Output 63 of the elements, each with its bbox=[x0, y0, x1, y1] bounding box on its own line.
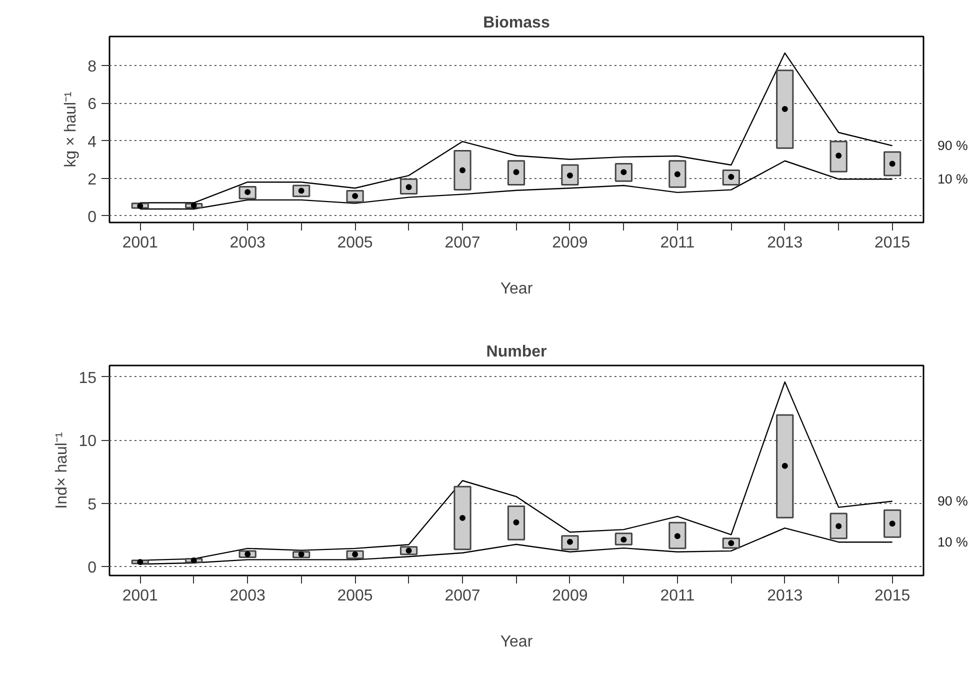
bar bbox=[454, 486, 472, 550]
point bbox=[889, 520, 896, 527]
y-tick-label: 0 bbox=[88, 208, 97, 226]
y-axis-title: Ind× haul⁻¹ bbox=[54, 432, 71, 509]
point bbox=[782, 106, 788, 112]
point bbox=[460, 514, 466, 521]
y-tick-label: 6 bbox=[88, 96, 97, 114]
bar bbox=[507, 506, 526, 540]
bar bbox=[776, 70, 794, 149]
bar bbox=[776, 414, 794, 518]
chart-title: Number bbox=[486, 344, 547, 360]
y-tick-label: 15 bbox=[78, 370, 97, 387]
text: 10 % bbox=[938, 172, 968, 187]
x-axis-title: Year bbox=[500, 280, 534, 298]
bar bbox=[561, 164, 579, 186]
x-tick-label: 2015 bbox=[874, 588, 910, 604]
bar bbox=[454, 150, 472, 191]
x-tick-label: 2007 bbox=[444, 234, 480, 252]
bar bbox=[668, 160, 686, 188]
y-tick-label: 10 bbox=[78, 433, 97, 450]
text: 90 % bbox=[938, 138, 968, 154]
x-tick-label: 2003 bbox=[230, 588, 266, 604]
x-tick-label: 2001 bbox=[122, 588, 158, 604]
bar bbox=[507, 160, 526, 186]
point bbox=[836, 152, 842, 159]
x-tick-label: 2015 bbox=[874, 234, 910, 252]
point bbox=[190, 202, 197, 208]
x-tick-label: 2005 bbox=[337, 234, 373, 252]
x-tick-label: 2009 bbox=[552, 588, 588, 604]
x-axis-title: Year bbox=[500, 634, 534, 650]
y-tick-label: 2 bbox=[88, 171, 97, 188]
point bbox=[137, 558, 144, 565]
x-tick-label: 2001 bbox=[122, 234, 158, 252]
bar bbox=[614, 162, 632, 182]
bar bbox=[668, 522, 686, 550]
chart-title: Biomass bbox=[483, 14, 550, 32]
point bbox=[137, 202, 144, 209]
x-tick-label: 2003 bbox=[230, 234, 266, 252]
bar bbox=[830, 512, 848, 540]
y-tick-label: 4 bbox=[88, 134, 97, 151]
y-tick-label: 8 bbox=[88, 58, 97, 76]
y-tick-label: 5 bbox=[88, 496, 97, 514]
text: 10 % bbox=[938, 534, 968, 550]
bar bbox=[884, 151, 902, 176]
point bbox=[513, 519, 520, 526]
x-tick-label: 2011 bbox=[660, 234, 695, 252]
point bbox=[674, 533, 680, 540]
x-tick-label: 2007 bbox=[444, 588, 480, 604]
bar bbox=[830, 140, 848, 172]
x-tick-label: 2011 bbox=[660, 588, 695, 604]
point bbox=[190, 557, 197, 564]
x-tick-label: 2013 bbox=[767, 234, 803, 252]
point bbox=[836, 523, 842, 530]
point bbox=[674, 171, 680, 178]
point bbox=[460, 167, 466, 174]
bar bbox=[884, 509, 902, 538]
x-tick-label: 2005 bbox=[337, 588, 373, 604]
x-tick-label: 2013 bbox=[767, 588, 803, 604]
y-tick-label: 0 bbox=[88, 560, 97, 577]
point bbox=[782, 462, 788, 469]
y-axis-title: kg × haul⁻¹ bbox=[62, 92, 80, 168]
text: 90 % bbox=[938, 494, 968, 509]
x-tick-label: 2009 bbox=[552, 234, 588, 252]
